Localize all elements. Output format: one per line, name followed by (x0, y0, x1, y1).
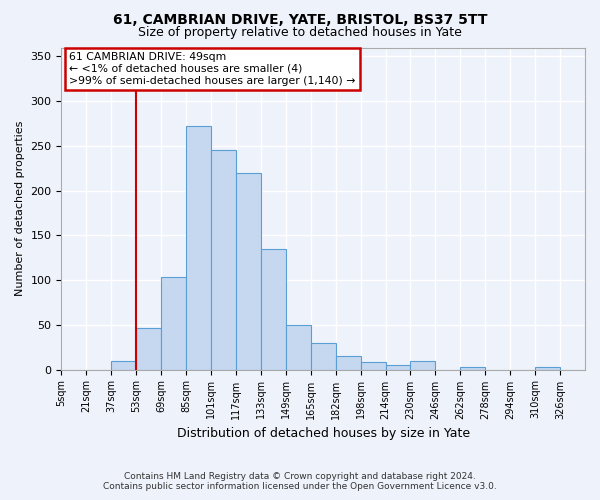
Bar (111, 360, 136, 370)
Bar (535, 367, 560, 370)
Bar (211, 150, 236, 370)
Bar (361, 362, 386, 370)
Bar (136, 328, 161, 370)
Y-axis label: Number of detached properties: Number of detached properties (15, 121, 25, 296)
Bar (236, 172, 261, 370)
Bar (311, 342, 335, 369)
Bar (186, 126, 211, 370)
Text: 61 CAMBRIAN DRIVE: 49sqm
← <1% of detached houses are smaller (4)
>99% of semi-d: 61 CAMBRIAN DRIVE: 49sqm ← <1% of detach… (69, 52, 356, 86)
Text: 61, CAMBRIAN DRIVE, YATE, BRISTOL, BS37 5TT: 61, CAMBRIAN DRIVE, YATE, BRISTOL, BS37 … (113, 12, 487, 26)
Bar (261, 249, 286, 370)
Bar (460, 367, 485, 370)
X-axis label: Distribution of detached houses by size in Yate: Distribution of detached houses by size … (176, 427, 470, 440)
Bar (286, 325, 311, 370)
Bar (386, 365, 410, 370)
Text: Contains HM Land Registry data © Crown copyright and database right 2024.
Contai: Contains HM Land Registry data © Crown c… (103, 472, 497, 491)
Bar (410, 360, 436, 370)
Text: Size of property relative to detached houses in Yate: Size of property relative to detached ho… (138, 26, 462, 39)
Bar (335, 356, 361, 370)
Bar (161, 276, 186, 370)
